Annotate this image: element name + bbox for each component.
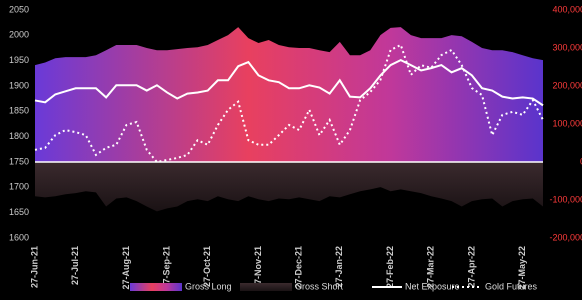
legend-label: Gross Short: [295, 281, 344, 291]
legend-swatch: [240, 283, 292, 291]
legend-swatch: [130, 283, 182, 291]
dotted-line: [34, 43, 544, 164]
y2-tick-label: -100,000: [549, 194, 582, 204]
x-tick-label: 27-Jan-22: [334, 246, 344, 288]
y-tick-label: 2050: [9, 4, 29, 14]
y-tick-label: 1750: [9, 156, 29, 166]
x-tick-label: 27-Mar-22: [426, 246, 436, 288]
area: [35, 162, 543, 212]
y-tick-label: 1900: [9, 80, 29, 90]
line: [34, 59, 544, 107]
legend-label: Gold Futures: [485, 281, 538, 291]
y2-tick-label: 0: [580, 156, 582, 166]
x-tick-label: 27-Sep-21: [161, 246, 171, 289]
x-tick-label: 27-Apr-22: [466, 246, 476, 288]
y-tick-label: 1650: [9, 207, 29, 217]
x-tick-label: 27-Feb-22: [385, 246, 395, 288]
y2-tick-label: 100,000: [552, 118, 582, 128]
legend-label: Net Exposure: [405, 281, 460, 291]
x-tick-label: 27-Aug-21: [121, 246, 131, 290]
y-tick-label: 2000: [9, 30, 29, 40]
x-tick-label: 27-Oct-21: [202, 246, 212, 287]
y-tick-label: 1850: [9, 106, 29, 116]
x-tick-label: 27-May-22: [517, 246, 527, 290]
area: [35, 27, 543, 162]
y-tick-label: 1700: [9, 182, 29, 192]
legend-label: Gross Long: [185, 281, 232, 291]
x-tick-label: 27-Dec-21: [294, 246, 304, 289]
y2-tick-label: 200,000: [552, 80, 582, 90]
y-tick-label: 1800: [9, 131, 29, 141]
y2-tick-label: 400,000: [552, 4, 582, 14]
x-tick-label: 27-Jul-21: [70, 246, 80, 285]
y2-tick-label: 300,000: [552, 42, 582, 52]
x-tick-label: 27-Jun-21: [29, 246, 39, 288]
y2-tick-label: -200,000: [549, 232, 582, 242]
y-tick-label: 1600: [9, 232, 29, 242]
y-tick-label: 1950: [9, 55, 29, 65]
x-tick-label: 27-Nov-21: [253, 246, 263, 289]
